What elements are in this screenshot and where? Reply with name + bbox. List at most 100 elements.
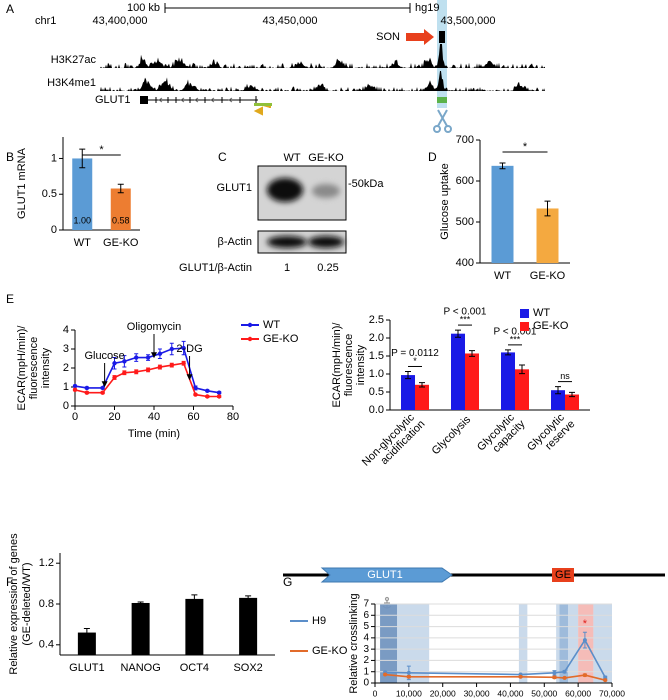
panel-label: F [6, 575, 13, 589]
bar [451, 333, 465, 410]
bar [501, 352, 515, 410]
bar [536, 208, 559, 263]
significance: *** [510, 334, 521, 344]
blot-band [267, 236, 307, 248]
error-bar-line [455, 329, 461, 338]
error-bar-line [191, 594, 198, 604]
error-bar-line [405, 370, 411, 380]
error-bar-line [245, 595, 252, 601]
x-tick-label: 40 [148, 411, 160, 423]
x-tick-label: 20,000 [430, 688, 456, 698]
data-point [603, 675, 608, 680]
data-point [84, 390, 90, 395]
error-bar [83, 627, 90, 638]
y-tick-label: 600 [456, 175, 474, 187]
legend-swatch [520, 309, 529, 318]
red-arrow [406, 29, 434, 45]
error-bar-line [499, 162, 506, 170]
data-point [518, 674, 523, 679]
x-tick-label: Glycolytic capacity [475, 409, 528, 462]
assembly-label: hg19 [415, 2, 439, 14]
data-point [193, 385, 198, 391]
strand-arrows [158, 97, 233, 103]
y-tick-label: 700 [456, 134, 474, 146]
data-point [84, 385, 90, 391]
x-tick-label: GE-KO [530, 270, 566, 282]
error-bar-line [505, 349, 511, 356]
bar [491, 165, 514, 263]
panel-label: A [6, 2, 14, 16]
data-point [157, 351, 163, 356]
x-tick-label: Glycolytic reserve [525, 409, 577, 461]
bar [401, 375, 415, 410]
panel-label: B [6, 150, 14, 164]
legend-label: WT [533, 307, 550, 319]
y-axis-label: ECAR(mpH/min)/ [16, 325, 28, 411]
significance: * [523, 141, 528, 153]
ratio-value: 0.25 [317, 262, 338, 274]
y-tick-label: 1 [363, 666, 369, 677]
y-tick-label: 400 [456, 257, 474, 269]
y-tick-label: 5 [363, 621, 369, 632]
significance: ns [560, 371, 570, 381]
x-tick-label: SOX2 [233, 662, 262, 674]
x-tick-label: 60,000 [565, 688, 591, 698]
error-bar-line [555, 386, 561, 395]
legend-label: GE-KO [533, 320, 569, 332]
x-tick-label: Non-glycolytic acidification [360, 409, 428, 477]
legend-label: H9 [312, 615, 326, 627]
x-tick-label: 20 [108, 411, 120, 423]
data-point [216, 394, 222, 399]
y-axis-label: ECAR(mpH/min)/ [331, 322, 343, 408]
data-point [552, 670, 557, 675]
data-point [112, 375, 117, 380]
y-tick-label: 3 [63, 343, 69, 355]
x-tick-label: 0 [72, 411, 78, 423]
error-bar [191, 594, 198, 604]
y-tick-label: 1 [63, 381, 69, 393]
bar [131, 602, 150, 655]
error-bar [505, 349, 511, 356]
bar [515, 369, 529, 410]
y-tick-label: 7 [363, 599, 369, 610]
legend-label: GE-KO [312, 645, 348, 657]
legend-swatch [520, 322, 529, 331]
data-point [145, 367, 151, 373]
peak-mark: * [583, 618, 588, 630]
error-bar [519, 364, 525, 375]
y-tick-label: 2.5 [369, 314, 384, 326]
y-tick-label: 0 [63, 400, 69, 412]
error-bar [245, 595, 252, 601]
x-tick-label: GLUT1 [69, 662, 104, 674]
coordinate-label: 43,400,000 [92, 15, 147, 27]
lane-label: GE-KO [308, 152, 344, 164]
error-bar-line [83, 627, 90, 638]
bar [565, 394, 579, 410]
significance: *** [460, 314, 471, 324]
data-point [134, 355, 139, 360]
y-tick-label: 0.8 [39, 598, 54, 610]
data-point [181, 361, 186, 366]
highlight-region [559, 604, 568, 683]
bar [551, 390, 565, 410]
error-bar [469, 350, 475, 357]
y-tick-label: 2.0 [369, 332, 384, 344]
y-tick-label: 500 [456, 216, 474, 228]
signal-track [100, 71, 545, 91]
y-tick-label: 0 [51, 224, 57, 236]
p-value: P < 0.001 [494, 327, 537, 338]
highlight-region [578, 604, 594, 683]
marker-label: SON [376, 31, 400, 43]
p-value: P = 0.0112 [391, 348, 439, 359]
gene-map-label: GE [555, 569, 571, 581]
significance: * [413, 356, 417, 366]
value-label: 0.58 [112, 215, 130, 225]
y-axis-label: intensity [355, 344, 367, 385]
data-point [122, 370, 127, 375]
y-tick-label: 0.5 [369, 386, 384, 398]
highlight-region [380, 604, 398, 683]
x-tick-label: 70,000 [599, 688, 625, 698]
data-point [181, 345, 186, 351]
lane-label: WT [283, 152, 300, 164]
x-tick-label: WT [494, 270, 511, 282]
